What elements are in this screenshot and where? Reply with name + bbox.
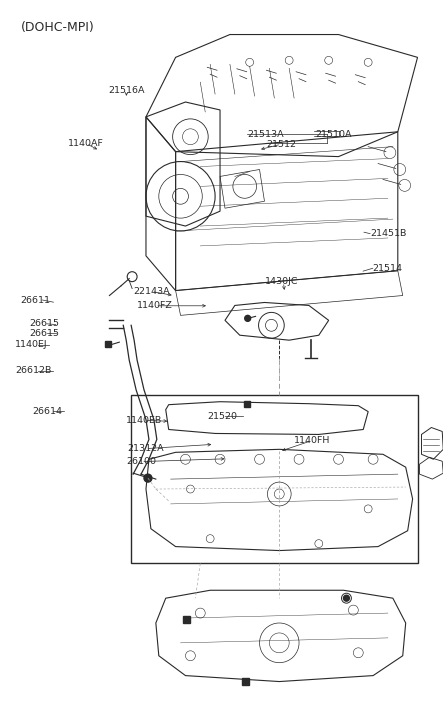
Text: 21513A: 21513A: [247, 129, 284, 139]
Text: 21451B: 21451B: [370, 229, 406, 238]
Text: 1140FZ: 1140FZ: [137, 301, 173, 310]
Text: 26615: 26615: [29, 319, 59, 329]
Bar: [242, 678, 249, 685]
Text: 21516A: 21516A: [108, 87, 145, 95]
Text: 21510A: 21510A: [315, 129, 352, 139]
Text: 26614: 26614: [33, 406, 63, 416]
Text: (DOHC-MPI): (DOHC-MPI): [21, 21, 94, 34]
Bar: [131, 395, 417, 563]
Text: 21512: 21512: [266, 140, 296, 149]
Text: 26100: 26100: [126, 457, 156, 466]
Bar: [183, 616, 190, 623]
Circle shape: [144, 474, 152, 482]
Bar: [106, 341, 112, 347]
Circle shape: [245, 316, 251, 321]
Text: 22143A: 22143A: [133, 287, 170, 296]
Bar: [244, 401, 250, 406]
Text: 21520: 21520: [207, 411, 238, 421]
Text: 21312A: 21312A: [128, 444, 164, 453]
Text: 26612B: 26612B: [15, 366, 51, 375]
Text: 1140FH: 1140FH: [293, 436, 330, 445]
Circle shape: [343, 595, 349, 601]
Text: 26611: 26611: [21, 295, 50, 305]
Text: 1140EB: 1140EB: [126, 416, 162, 425]
Text: 1140AF: 1140AF: [68, 139, 104, 148]
Text: 26615: 26615: [29, 329, 59, 338]
Text: 21514: 21514: [373, 264, 403, 273]
Text: 1430JC: 1430JC: [265, 278, 299, 286]
Text: 1140EJ: 1140EJ: [15, 340, 48, 349]
